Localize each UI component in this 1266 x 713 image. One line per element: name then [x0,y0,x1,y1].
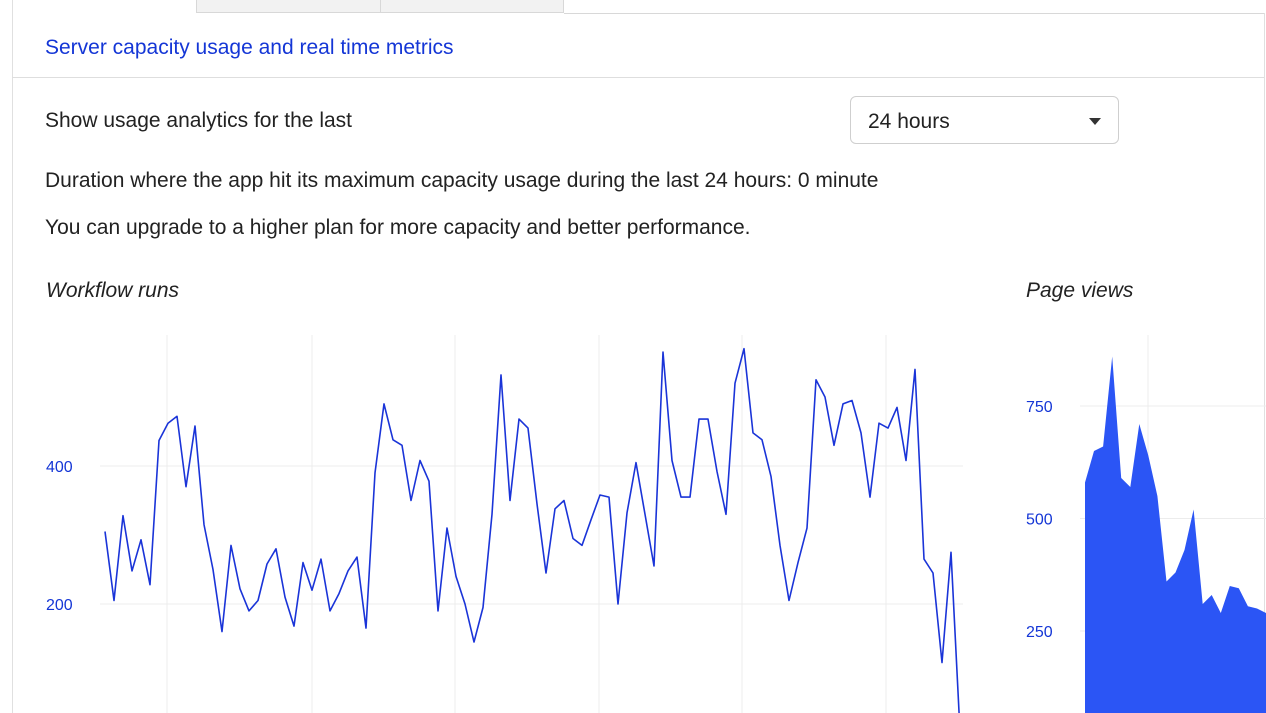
caret-down-icon [1089,118,1101,125]
page-views-ytick-label: 500 [1026,512,1053,529]
usage-period-value: 24 hours [868,110,950,133]
section-title: Server capacity usage and real time metr… [45,36,454,59]
tab-bar [0,0,1266,14]
workflow-runs-ytick-label: 200 [46,597,73,614]
tab-2[interactable] [380,0,564,13]
usage-period-label: Show usage analytics for the last [45,109,353,132]
max-capacity-duration-text: Duration where the app hit its maximum c… [45,169,879,192]
workflow-runs-ytick-label: 400 [46,459,73,476]
workflow-runs-series-line [104,347,960,713]
panel-right-border [1264,13,1265,713]
page-views-chart-title: Page views [1026,279,1134,302]
page-views-ytick-label: 750 [1026,399,1053,416]
page-views-series-area [1085,356,1266,713]
usage-period-select[interactable]: 24 hours [850,96,1119,144]
section-divider [12,77,1264,78]
upgrade-plan-text: You can upgrade to a higher plan for mor… [45,216,751,239]
content-panel [12,0,1266,713]
tab-bar-divider [564,13,1264,14]
page-views-ytick-label: 250 [1026,624,1053,641]
workflow-runs-chart-title: Workflow runs [46,279,180,302]
